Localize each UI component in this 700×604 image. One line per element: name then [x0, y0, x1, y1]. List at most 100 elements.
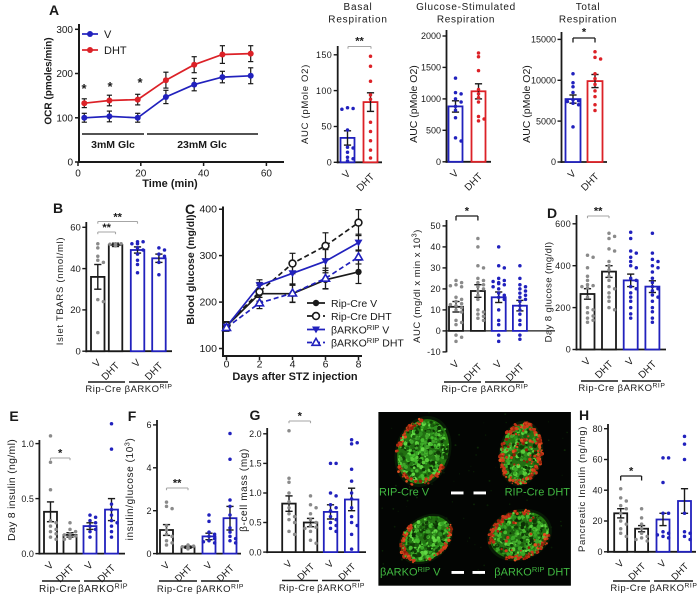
svg-text:40: 40 — [198, 169, 210, 180]
svg-text:Rip-Cre: Rip-Cre — [610, 583, 646, 594]
svg-text:20: 20 — [70, 305, 81, 316]
svg-text:**: ** — [355, 36, 364, 48]
svg-text:100: 100 — [56, 113, 73, 124]
svg-text:300: 300 — [56, 25, 73, 36]
svg-text:5000: 5000 — [536, 116, 556, 126]
svg-text:60: 60 — [592, 455, 602, 465]
svg-text:2: 2 — [257, 359, 263, 371]
svg-text:AUC (mg/dl x min x 103): AUC (mg/dl x min x 103) — [412, 229, 424, 343]
svg-text:0.0: 0.0 — [21, 549, 34, 559]
svg-text:Rip-Cre: Rip-Cre — [578, 383, 614, 394]
svg-text:DHT: DHT — [104, 45, 127, 57]
svg-text:Islet TBARS (nmol/ml): Islet TBARS (nmol/ml) — [55, 237, 66, 346]
svg-text:RIP-Cre DHT: RIP-Cre DHT — [505, 487, 571, 499]
svg-text:2000: 2000 — [421, 31, 441, 41]
svg-text:V: V — [104, 29, 112, 41]
svg-text:400: 400 — [199, 204, 217, 216]
svg-text:D: D — [547, 205, 557, 221]
svg-text:Day 8 glucose (mg/dl): Day 8 glucose (mg/dl) — [544, 242, 555, 343]
svg-text:60: 60 — [261, 169, 273, 180]
svg-text:Pancreatic Insulin (ng/mg): Pancreatic Insulin (ng/mg) — [577, 426, 588, 552]
svg-text:100: 100 — [199, 343, 217, 355]
svg-text:80: 80 — [592, 424, 602, 434]
svg-text:β-cell mass (mg): β-cell mass (mg) — [239, 448, 250, 532]
svg-text:βARKORIP V: βARKORIP V — [331, 323, 389, 337]
svg-text:0: 0 — [436, 326, 441, 336]
svg-text:Rip-Cre DHT: Rip-Cre DHT — [331, 311, 392, 323]
svg-text:**: ** — [594, 206, 603, 218]
svg-text:0: 0 — [146, 549, 151, 559]
svg-text:0: 0 — [566, 345, 571, 355]
svg-text:1.5: 1.5 — [249, 459, 262, 469]
svg-text:βARKORIP: βARKORIP — [650, 583, 698, 595]
svg-text:Rip-Cre: Rip-Cre — [441, 384, 477, 395]
svg-text:βARKORIP DHT: βARKORIP DHT — [494, 565, 570, 579]
svg-text:**: ** — [102, 222, 111, 234]
svg-text:0: 0 — [597, 547, 602, 557]
svg-text:200: 200 — [555, 303, 571, 313]
svg-text:A: A — [49, 2, 59, 18]
svg-text:40: 40 — [592, 485, 602, 495]
svg-text:Blood glucose (mg/dl): Blood glucose (mg/dl) — [185, 214, 197, 324]
svg-text:RIP-Cre V: RIP-Cre V — [379, 487, 430, 499]
svg-text:H: H — [579, 407, 589, 423]
svg-text:Rip-Cre: Rip-Cre — [279, 583, 315, 594]
svg-text:**: ** — [113, 212, 122, 224]
svg-text:G: G — [250, 407, 261, 423]
svg-text:6: 6 — [146, 420, 151, 430]
svg-text:4: 4 — [290, 359, 296, 371]
svg-text:Rip-Cre: Rip-Cre — [39, 584, 77, 595]
svg-text:*: * — [81, 81, 87, 96]
svg-text:40: 40 — [70, 264, 81, 275]
svg-text:Time (min): Time (min) — [142, 178, 198, 190]
svg-text:0.5: 0.5 — [21, 494, 34, 504]
svg-text:βARKORIP: βARKORIP — [481, 384, 529, 396]
svg-text:20: 20 — [430, 284, 441, 294]
svg-text:E: E — [9, 408, 18, 424]
svg-text:1500: 1500 — [421, 63, 441, 73]
svg-text:Respiration: Respiration — [559, 15, 617, 26]
svg-text:20: 20 — [592, 516, 602, 526]
svg-text:50: 50 — [321, 122, 332, 132]
svg-text:Respiration: Respiration — [437, 15, 495, 26]
svg-text:50: 50 — [430, 221, 441, 231]
svg-text:Days after STZ injection: Days after STZ injection — [232, 371, 358, 383]
svg-text:B: B — [53, 200, 63, 216]
svg-text:βARKORIP: βARKORIP — [196, 584, 244, 596]
svg-text:40: 40 — [430, 242, 441, 252]
svg-text:*: * — [58, 448, 63, 460]
svg-text:100: 100 — [316, 86, 332, 96]
svg-text:15000: 15000 — [531, 35, 556, 45]
svg-text:2: 2 — [146, 506, 151, 516]
svg-text:F: F — [128, 408, 137, 424]
svg-text:60: 60 — [70, 223, 81, 234]
svg-text:3mM Glc: 3mM Glc — [91, 139, 135, 151]
svg-text:C: C — [185, 201, 195, 217]
svg-text:βARKORIP V: βARKORIP V — [380, 565, 441, 579]
svg-text:200: 200 — [199, 297, 217, 309]
svg-text:30: 30 — [430, 263, 441, 273]
svg-text:1000: 1000 — [421, 94, 441, 104]
svg-text:0.5: 0.5 — [249, 518, 262, 528]
svg-text:300: 300 — [199, 250, 217, 262]
svg-text:Rip-Cre V: Rip-Cre V — [331, 298, 377, 310]
svg-text:insulin/glucose (103): insulin/glucose (103) — [125, 438, 137, 541]
svg-text:Total: Total — [576, 2, 601, 13]
svg-text:βARKORIP DHT: βARKORIP DHT — [331, 336, 404, 350]
svg-text:20: 20 — [135, 169, 147, 180]
svg-text:Day 8 insulin (ng/ml): Day 8 insulin (ng/ml) — [6, 439, 18, 541]
svg-text:Glucose-Stimulated: Glucose-Stimulated — [416, 2, 516, 13]
svg-text:*: * — [137, 75, 143, 90]
svg-text:10000: 10000 — [531, 76, 556, 86]
svg-text:400: 400 — [555, 261, 571, 271]
svg-text:10: 10 — [430, 305, 441, 315]
svg-text:0: 0 — [76, 346, 81, 357]
svg-text:*: * — [629, 466, 634, 478]
svg-text:Rip-Cre: Rip-Cre — [85, 384, 121, 395]
svg-text:600: 600 — [555, 219, 571, 229]
svg-text:OCR (pmoles/min): OCR (pmoles/min) — [44, 37, 55, 124]
svg-text:2.0: 2.0 — [249, 429, 262, 439]
svg-text:0: 0 — [75, 169, 81, 180]
svg-text:0: 0 — [436, 157, 441, 167]
svg-text:4: 4 — [146, 463, 151, 473]
